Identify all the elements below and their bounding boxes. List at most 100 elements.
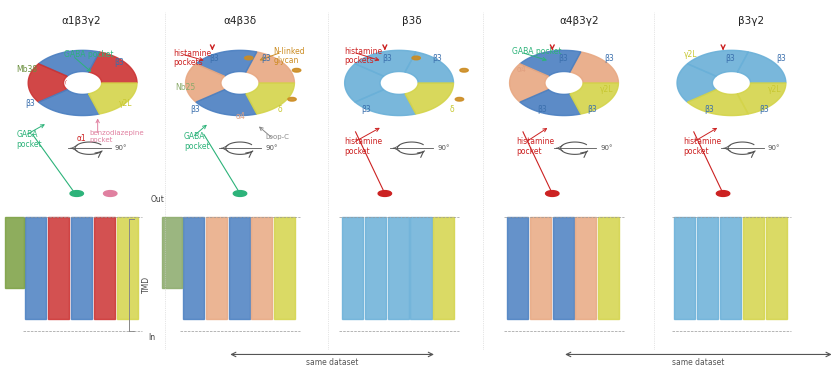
Text: α4β3γ2: α4β3γ2 (559, 16, 599, 26)
Bar (387, 217, 409, 319)
Text: β3: β3 (382, 54, 392, 63)
Polygon shape (344, 64, 384, 102)
Text: β3: β3 (433, 54, 443, 63)
Text: α4β3δ: α4β3δ (223, 16, 256, 26)
Bar (275, 217, 296, 319)
Bar (553, 217, 574, 319)
Circle shape (715, 76, 748, 90)
Text: β3δ: β3δ (402, 16, 422, 26)
Polygon shape (570, 83, 618, 114)
Polygon shape (738, 52, 786, 83)
Circle shape (292, 68, 301, 72)
Polygon shape (520, 90, 580, 115)
Text: β3: β3 (587, 105, 597, 114)
Text: same dataset: same dataset (672, 359, 724, 367)
Circle shape (548, 76, 580, 90)
Text: Out: Out (150, 195, 165, 204)
Text: β3: β3 (25, 99, 34, 108)
Text: Nb25: Nb25 (176, 83, 196, 92)
Text: benzodiazepine
pocket: benzodiazepine pocket (89, 130, 144, 142)
Bar (507, 217, 528, 319)
Circle shape (70, 191, 83, 196)
Text: 90°: 90° (601, 145, 613, 151)
Polygon shape (510, 64, 549, 102)
Polygon shape (520, 50, 580, 76)
Polygon shape (246, 83, 294, 114)
Text: GABA pocket: GABA pocket (512, 47, 562, 56)
Circle shape (66, 76, 99, 90)
Circle shape (459, 68, 468, 72)
Text: γ2L: γ2L (118, 99, 132, 108)
Text: histamine
pocket: histamine pocket (517, 137, 554, 156)
Polygon shape (405, 52, 454, 83)
Polygon shape (355, 90, 416, 115)
Bar (411, 217, 432, 319)
Text: β3: β3 (726, 54, 735, 63)
Bar (766, 217, 787, 319)
Text: histamine
pocket: histamine pocket (684, 137, 722, 156)
Bar (598, 217, 619, 319)
Polygon shape (88, 52, 137, 83)
Text: β3: β3 (361, 105, 371, 114)
Polygon shape (687, 90, 748, 115)
Text: α1: α1 (76, 134, 87, 143)
Bar (94, 217, 115, 319)
Text: 90°: 90° (768, 145, 780, 151)
Text: γ2L: γ2L (684, 50, 697, 59)
Text: β3: β3 (114, 58, 124, 67)
Polygon shape (88, 83, 137, 114)
Text: TMD: TMD (142, 276, 151, 293)
Polygon shape (196, 50, 257, 76)
Bar (433, 217, 454, 319)
Polygon shape (355, 50, 416, 76)
Text: δ: δ (278, 105, 282, 114)
Bar (25, 217, 46, 319)
Text: In: In (148, 333, 155, 342)
Bar (342, 217, 363, 319)
Circle shape (383, 76, 415, 90)
Text: 90°: 90° (438, 145, 449, 151)
Text: α1β3γ2: α1β3γ2 (61, 16, 101, 26)
Text: GABA
pocket: GABA pocket (184, 132, 209, 151)
Text: same dataset: same dataset (306, 359, 359, 367)
Polygon shape (29, 64, 67, 102)
Bar (5, 217, 24, 288)
Circle shape (546, 191, 559, 196)
Polygon shape (39, 50, 99, 76)
Text: 90°: 90° (265, 145, 278, 151)
Polygon shape (405, 83, 454, 114)
Text: γ2L: γ2L (600, 85, 613, 94)
Text: histamine
pockets: histamine pockets (173, 48, 211, 67)
Text: Loop-C: Loop-C (265, 134, 289, 140)
Bar (365, 217, 386, 319)
Text: β3: β3 (705, 105, 714, 114)
Polygon shape (246, 52, 294, 83)
Text: GABA pocket: GABA pocket (64, 50, 113, 59)
Polygon shape (738, 83, 786, 114)
Bar (697, 217, 718, 319)
Polygon shape (39, 90, 99, 115)
Text: δ: δ (449, 105, 454, 114)
Text: β3: β3 (190, 105, 200, 114)
Text: Mb38: Mb38 (17, 65, 38, 74)
Bar (675, 217, 696, 319)
Polygon shape (186, 64, 224, 102)
Circle shape (378, 191, 391, 196)
Text: α4: α4 (517, 65, 526, 74)
Bar (228, 217, 249, 319)
Text: β3: β3 (538, 105, 547, 114)
Text: GABA
pocket: GABA pocket (17, 130, 42, 149)
Text: β3: β3 (776, 54, 785, 63)
Circle shape (244, 56, 253, 60)
Polygon shape (687, 50, 748, 76)
Bar (251, 217, 272, 319)
Text: β3: β3 (759, 105, 769, 114)
Bar (743, 217, 764, 319)
Bar (71, 217, 92, 319)
Bar (162, 217, 181, 288)
Bar (720, 217, 741, 319)
Bar (117, 217, 138, 319)
Text: N-linked
glycan: N-linked glycan (274, 47, 305, 65)
Text: β3: β3 (604, 54, 614, 63)
Circle shape (412, 56, 420, 60)
